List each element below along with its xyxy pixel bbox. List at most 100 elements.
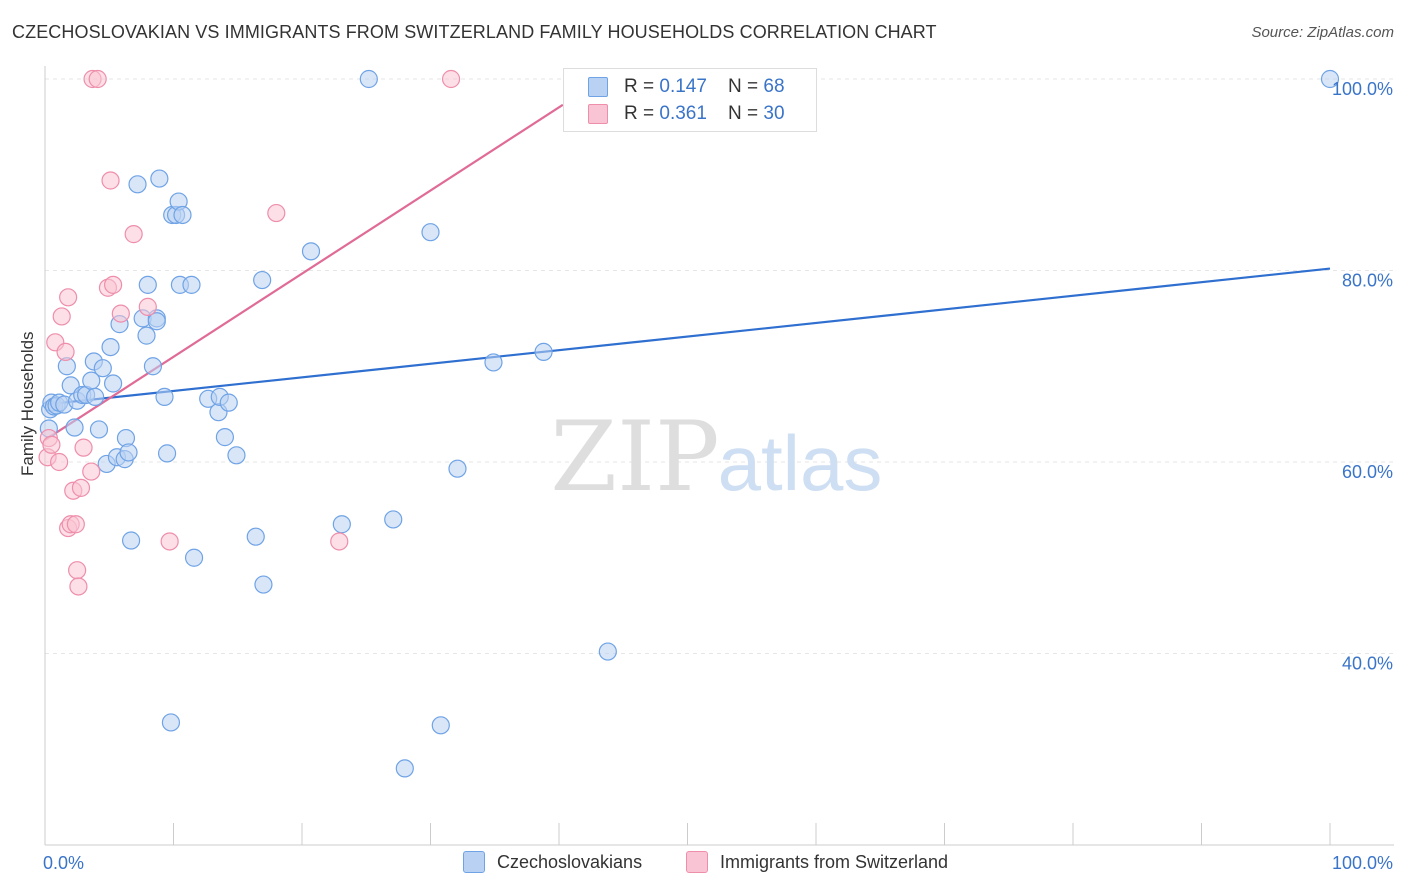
- data-point: [484, 353, 503, 372]
- chart-title: CZECHOSLOVAKIAN VS IMMIGRANTS FROM SWITZ…: [12, 22, 937, 42]
- n-label: N =: [728, 76, 764, 97]
- n-stat: N = 30: [728, 103, 785, 125]
- series-legend: Czechoslovakians Immigrants from Switzer…: [0, 851, 1406, 877]
- data-point: [88, 69, 107, 89]
- data-point: [50, 452, 69, 472]
- data-point: [68, 561, 87, 580]
- data-point: [128, 175, 147, 194]
- legend-label: Czechoslovakians: [497, 851, 643, 872]
- data-point: [101, 338, 120, 357]
- n-value: 30: [763, 103, 785, 124]
- y-tick-label: 80.0%: [1342, 271, 1393, 291]
- trend-lines: [44, 103, 1331, 441]
- legend-swatch-pink: [588, 104, 608, 124]
- x-tick-label-min: 0.0%: [43, 853, 84, 873]
- data-point: [1320, 69, 1340, 89]
- data-point: [93, 359, 112, 378]
- data-point: [143, 357, 163, 376]
- data-point: [52, 307, 71, 326]
- legend-swatch-pink: [686, 851, 708, 873]
- data-point: [59, 288, 78, 307]
- watermark-atlas: atlas: [718, 419, 883, 507]
- tick-labels: 40.0% 60.0% 80.0% 100.0% 0.0% 100.0%: [43, 79, 1393, 873]
- data-point: [111, 304, 130, 323]
- data-point: [421, 223, 440, 242]
- data-point: [89, 420, 109, 439]
- stats-legend: R = 0.147 N = 68 R = 0.361 N = 30: [563, 68, 817, 132]
- r-stat: R = 0.147: [624, 76, 728, 98]
- data-point: [384, 510, 403, 529]
- data-point: [150, 169, 169, 188]
- gridlines: [45, 78, 1394, 654]
- data-point: [119, 443, 138, 462]
- data-point: [267, 203, 286, 223]
- y-tick-label: 40.0%: [1342, 654, 1393, 674]
- data-point: [138, 275, 157, 294]
- data-point: [254, 575, 273, 594]
- data-point: [124, 225, 143, 244]
- data-point: [227, 446, 246, 465]
- data-point: [65, 418, 84, 437]
- legend-item-czechoslovakians[interactable]: Czechoslovakians: [463, 851, 642, 873]
- data-point: [246, 527, 265, 546]
- r-label: R =: [624, 103, 660, 124]
- data-point: [332, 515, 351, 534]
- data-point: [74, 438, 93, 457]
- trend-line-0: [44, 267, 1331, 406]
- data-point: [104, 275, 123, 294]
- data-point: [66, 515, 85, 534]
- data-point: [219, 393, 238, 412]
- data-point: [182, 275, 201, 294]
- r-stat: R = 0.361: [624, 103, 728, 125]
- data-point: [359, 69, 378, 89]
- data-points: [38, 69, 1340, 778]
- legend-item-switzerland[interactable]: Immigrants from Switzerland: [686, 851, 948, 873]
- stats-row-switzerland: R = 0.361 N = 30: [588, 102, 785, 126]
- watermark-zip: ZIP: [550, 401, 719, 513]
- data-point: [431, 716, 450, 735]
- data-point: [301, 242, 321, 261]
- data-point: [56, 342, 75, 361]
- y-tick-label: 60.0%: [1342, 462, 1393, 482]
- n-value: 68: [763, 76, 785, 97]
- data-point: [104, 374, 123, 393]
- data-point: [137, 326, 156, 345]
- data-point: [147, 312, 166, 331]
- data-point: [161, 713, 181, 732]
- data-point: [82, 462, 101, 481]
- data-point: [42, 435, 61, 454]
- legend-label: Immigrants from Switzerland: [720, 851, 949, 872]
- source-label: Source: ZipAtlas.com: [1251, 24, 1394, 41]
- data-point: [138, 297, 157, 316]
- r-label: R =: [624, 76, 660, 97]
- data-point: [86, 387, 105, 406]
- n-stat: N = 68: [728, 76, 785, 98]
- data-point: [160, 532, 179, 551]
- y-tick-label: 100.0%: [1332, 79, 1393, 99]
- x-tick-label-max: 100.0%: [1332, 853, 1393, 873]
- data-point: [534, 342, 553, 361]
- series-1: [38, 69, 461, 596]
- data-point: [330, 532, 349, 551]
- stats-row-czechoslovakians: R = 0.147 N = 68: [588, 75, 785, 99]
- data-point: [184, 548, 204, 567]
- trend-line-1: [44, 103, 564, 441]
- n-label: N =: [728, 103, 764, 124]
- data-point: [441, 69, 461, 89]
- legend-swatch-blue: [463, 851, 485, 873]
- data-point: [101, 171, 120, 190]
- series-0: [39, 69, 1340, 778]
- r-value: 0.147: [659, 76, 707, 97]
- data-point: [69, 577, 88, 596]
- data-point: [173, 205, 192, 225]
- r-value: 0.361: [659, 103, 707, 124]
- data-point: [395, 759, 414, 778]
- data-point: [155, 387, 174, 406]
- data-point: [215, 428, 234, 447]
- legend-swatch-blue: [588, 77, 608, 97]
- data-point: [71, 478, 91, 497]
- data-point: [121, 531, 141, 550]
- data-point: [253, 270, 272, 290]
- data-point: [448, 459, 467, 478]
